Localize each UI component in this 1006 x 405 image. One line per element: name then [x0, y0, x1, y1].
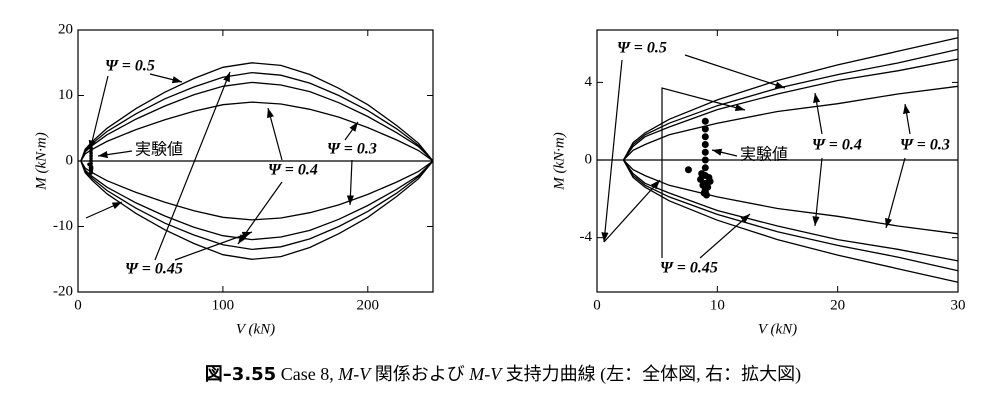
experiment-point: [89, 153, 93, 158]
arrow: [154, 71, 231, 261]
arrow: [699, 213, 751, 259]
arrow: [601, 59, 623, 243]
caption-part: 支持力曲線 (左：全体図, 右：拡大図): [501, 364, 802, 384]
experiment-point: [701, 164, 709, 172]
y-tick-label: 0: [585, 151, 593, 167]
plot-frame: [77, 29, 434, 293]
experiment-point: [696, 175, 704, 183]
x-tick-label: 200: [357, 297, 380, 313]
annotation: 実験値: [740, 146, 788, 164]
curve: [80, 160, 434, 221]
arrow: [813, 92, 823, 135]
experiment-point: [89, 156, 93, 161]
curve: [622, 159, 959, 272]
experiment-point: [89, 167, 93, 171]
arrow: [267, 107, 283, 161]
arrow: [149, 73, 183, 84]
experiment-point: [89, 164, 93, 169]
y-axis-label: M (kN·m): [551, 132, 567, 190]
y-tick-label: 20: [58, 21, 73, 37]
experiment-point: [701, 117, 709, 125]
annotation: Ψ = 0.4: [812, 137, 862, 154]
curve: [622, 58, 959, 161]
experiment-point: [701, 148, 709, 156]
arrow: [88, 75, 109, 151]
arrow: [903, 103, 911, 135]
arrow: [174, 231, 253, 261]
plot-frame: [596, 29, 959, 293]
x-tick-label: 0: [593, 297, 601, 313]
experiment-point: [701, 179, 709, 187]
annotation: Ψ = 0.45: [660, 260, 718, 277]
caption-part: M-V: [469, 364, 502, 384]
experiment-point: [89, 151, 93, 155]
experiment-point: [701, 141, 709, 149]
y-tick-label: -20: [53, 283, 73, 299]
arrow: [661, 87, 746, 258]
curve: [622, 48, 959, 161]
y-tick-label: 10: [58, 87, 73, 103]
annotation: Ψ = 0.5: [105, 58, 155, 75]
x-tick-label: 10: [710, 297, 725, 313]
y-tick-label: 0: [66, 152, 74, 168]
curve: [80, 81, 434, 162]
caption: 図–3.55 Case 8, M-V 関係および M-V 支持力曲線 (左：全体…: [0, 360, 1006, 386]
caption-part: M-V: [338, 364, 371, 384]
curve: [80, 71, 434, 162]
caption-part: Case 8,: [276, 364, 339, 384]
annotation: Ψ = 0.45: [125, 261, 183, 278]
experiment-point: [684, 166, 692, 174]
experiment-point: [701, 133, 709, 141]
y-axis-label: M (kN·m): [33, 132, 49, 190]
experiment-point: [701, 172, 709, 180]
annotation: Ψ = 0.5: [617, 40, 667, 57]
curve: [623, 159, 959, 235]
y-tick-label: -4: [580, 229, 593, 245]
curve: [622, 37, 959, 161]
annotation: 実験値: [135, 141, 183, 159]
curve: [80, 160, 434, 260]
annotation: Ψ = 0.4: [268, 162, 318, 179]
arrow: [85, 201, 123, 219]
experiment-point: [89, 161, 93, 166]
arrow: [885, 157, 906, 229]
x-axis-label: V (kN): [758, 321, 797, 337]
x-tick-label: 100: [212, 297, 235, 313]
curve: [80, 101, 434, 162]
curve: [80, 160, 434, 251]
caption-part: 図–3.55: [204, 364, 277, 385]
arrow: [812, 157, 823, 227]
arrow: [97, 150, 133, 159]
x-tick-label: 20: [830, 297, 845, 313]
arrow: [711, 148, 738, 157]
curve: [622, 159, 959, 262]
annotation: Ψ = 0.3: [900, 137, 950, 154]
curve: [80, 160, 434, 241]
arrow: [684, 54, 786, 89]
x-axis-label: V (kN): [236, 321, 275, 337]
x-tick-label: 30: [951, 297, 966, 313]
y-tick-label: -10: [53, 218, 73, 234]
x-tick-label: 0: [74, 297, 82, 313]
arrow: [344, 121, 359, 141]
annotation: Ψ = 0.3: [327, 141, 377, 158]
curve: [622, 159, 959, 283]
y-tick-label: 4: [585, 74, 593, 90]
arrow: [603, 179, 661, 243]
arrow: [346, 159, 355, 206]
caption-part: 関係および: [370, 364, 470, 384]
experiment-point: [701, 187, 709, 195]
curve: [80, 62, 434, 162]
curve: [623, 85, 959, 161]
experiment-point: [701, 125, 709, 133]
